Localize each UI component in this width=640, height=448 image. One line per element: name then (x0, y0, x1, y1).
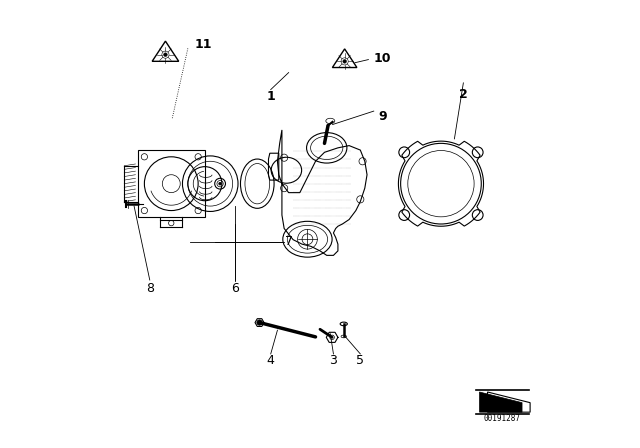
Polygon shape (479, 392, 522, 412)
Text: 9: 9 (378, 110, 387, 123)
Text: 00191287: 00191287 (484, 414, 521, 423)
Text: 10: 10 (374, 52, 392, 65)
Circle shape (219, 182, 221, 185)
Circle shape (343, 60, 346, 63)
Text: 8: 8 (146, 282, 154, 296)
Text: 5: 5 (356, 354, 364, 367)
Text: 1: 1 (266, 90, 275, 103)
Text: 3: 3 (330, 354, 337, 367)
Circle shape (257, 320, 262, 325)
Text: 4: 4 (267, 354, 275, 367)
Text: 6: 6 (231, 282, 239, 296)
Text: 7: 7 (285, 235, 292, 249)
Text: 11: 11 (195, 38, 212, 52)
Text: 2: 2 (459, 87, 468, 101)
Circle shape (164, 53, 167, 56)
